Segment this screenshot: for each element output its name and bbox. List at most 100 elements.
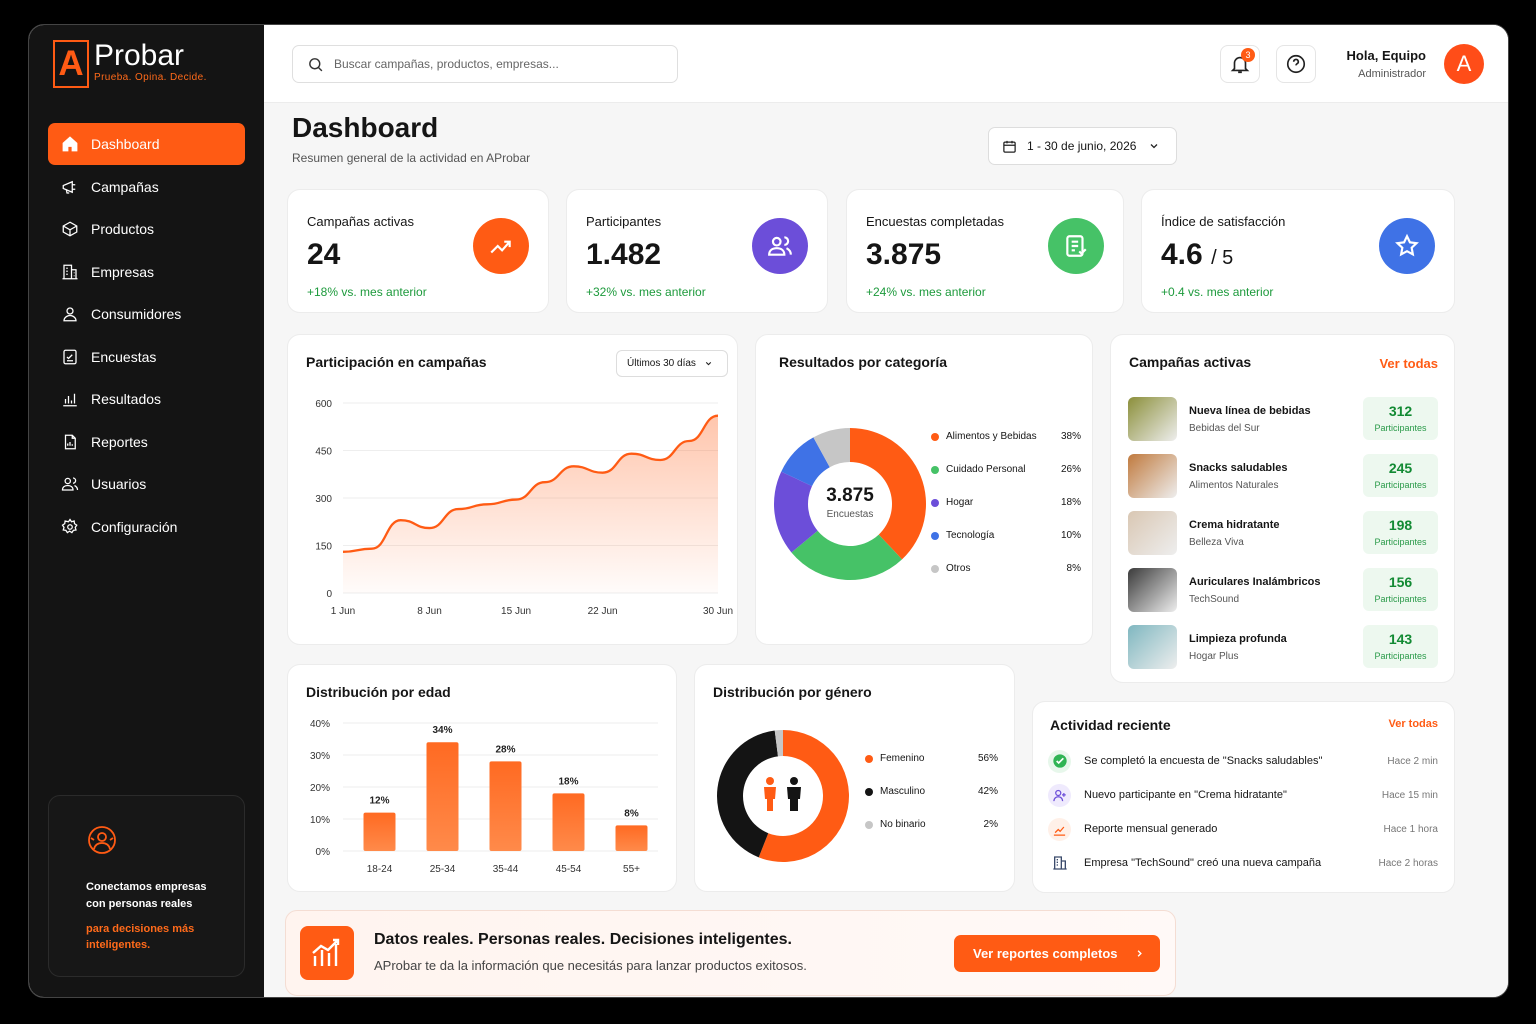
legend-swatch xyxy=(931,432,939,441)
activity-item[interactable]: Empresa "TechSound" creó una nueva campa… xyxy=(1048,849,1438,877)
campaign-item[interactable]: Limpieza profunda Hogar Plus 143 Participan… xyxy=(1128,624,1438,670)
campaign-company: Bebidas del Sur xyxy=(1189,422,1260,434)
y-tick-label: 150 xyxy=(315,542,332,553)
legend-label: Femenino xyxy=(880,753,925,764)
sidebar-item-campanas[interactable]: Campañas xyxy=(48,166,245,208)
sidebar-item-encuestas[interactable]: Encuestas xyxy=(48,336,245,378)
participants-label: Participantes xyxy=(1374,423,1427,433)
sidebar-item-usuarios[interactable]: Usuarios xyxy=(48,463,245,505)
chevron-down-icon xyxy=(1150,144,1158,149)
user-info[interactable]: Hola, Equipo Administrador xyxy=(1347,48,1426,80)
y-tick-label: 40% xyxy=(310,719,330,730)
x-tick-label: 25-34 xyxy=(430,864,456,875)
sidebar-item-label: Resultados xyxy=(91,391,162,407)
notifications-button[interactable]: 3 xyxy=(1220,45,1260,83)
community-icon xyxy=(88,826,116,854)
y-tick-label: 0% xyxy=(316,847,331,858)
card-title: Resultados por categoría xyxy=(779,354,948,370)
campaign-item[interactable]: Snacks saludables Alimentos Naturales 245 P… xyxy=(1128,453,1438,499)
participants-label: Participantes xyxy=(1374,651,1427,661)
activity-item[interactable]: Reporte mensual generado Hace 1 hora xyxy=(1048,815,1438,843)
legend-swatch xyxy=(931,465,939,474)
brand-tagline: Prueba. Opina. Decide. xyxy=(94,72,207,83)
range-select[interactable]: Últimos 30 días xyxy=(616,350,728,377)
sidebar-item-dashboard[interactable]: Dashboard xyxy=(48,123,245,165)
main-content: Buscar campañas, productos, empresas... … xyxy=(264,25,1508,997)
survey-check-icon xyxy=(1048,218,1104,274)
donut-slice xyxy=(774,730,783,757)
legend-item: Otros 8% xyxy=(931,563,1081,574)
sidebar: A Probar Prueba. Opina. Decide. Dashboar… xyxy=(29,25,264,997)
legend-label: Cuidado Personal xyxy=(946,464,1026,475)
legend-swatch xyxy=(931,531,939,540)
y-tick-label: 10% xyxy=(310,815,330,826)
campaign-item[interactable]: Auriculares Inalámbricos TechSound 156 Part… xyxy=(1128,567,1438,613)
bar-chart-icon xyxy=(63,393,77,407)
kpi-card-satisfaction[interactable]: Índice de satisfacción 4.6 / 5 +0.4 vs. … xyxy=(1141,189,1455,313)
product-thumbnail xyxy=(1128,397,1177,441)
bar xyxy=(426,742,459,851)
sidebar-item-productos[interactable]: Productos xyxy=(48,208,245,250)
donut-center-value: 3.875 xyxy=(826,485,874,506)
search-input[interactable]: Buscar campañas, productos, empresas... xyxy=(292,45,678,83)
kpi-card-participants[interactable]: Participantes 1.482 +32% vs. mes anterio… xyxy=(566,189,828,313)
sidebar-item-reportes[interactable]: Reportes xyxy=(48,421,245,463)
participants-count: 245 xyxy=(1388,460,1413,476)
kpi-label: Índice de satisfacción xyxy=(1161,214,1286,229)
bar-value-label: 8% xyxy=(624,808,639,819)
avatar[interactable]: A xyxy=(1444,44,1484,84)
legend-value: 42% xyxy=(977,786,998,797)
view-all-campaigns-link[interactable]: Ver todas xyxy=(1379,356,1438,371)
age-card: Distribución por edad 0% 10% 20% 30% 40% 12% 1… xyxy=(287,664,677,892)
banner-subtitle: AProbar te da la información que necesit… xyxy=(374,958,807,973)
kpi-value-number: 4.6 xyxy=(1161,238,1203,271)
sidebar-item-empresas[interactable]: Empresas xyxy=(48,251,245,293)
activity-text: Reporte mensual generado xyxy=(1084,823,1218,835)
donut-center-label: Encuestas xyxy=(826,509,874,520)
participants-badge: 143 Participantes xyxy=(1363,625,1438,668)
search-icon xyxy=(309,57,323,71)
campaign-name: Auriculares Inalámbricos xyxy=(1189,575,1321,588)
activity-text: Empresa "TechSound" creó una nueva campa… xyxy=(1084,857,1322,869)
sidebar-item-consumidores[interactable]: Consumidores xyxy=(48,293,245,335)
legend-value: 56% xyxy=(977,753,998,764)
legend-label: Hogar xyxy=(946,497,974,508)
kpi-card-surveys[interactable]: Encuestas completadas 3.875 +24% vs. mes… xyxy=(846,189,1124,313)
legend-label: Tecnología xyxy=(946,530,995,541)
check-circle-icon xyxy=(1048,749,1071,773)
bar xyxy=(363,812,396,851)
box-icon xyxy=(62,221,78,237)
view-all-activity-link[interactable]: Ver todas xyxy=(1388,718,1438,730)
sidebar-item-label: Productos xyxy=(91,221,155,237)
gender-donut-chart xyxy=(717,730,849,862)
legend-label: Alimentos y Bebidas xyxy=(946,431,1037,442)
sidebar-item-configuracion[interactable]: Configuración xyxy=(48,506,245,548)
date-range-picker[interactable]: 1 - 30 de junio, 2026 xyxy=(988,127,1177,165)
report-chart-icon xyxy=(1048,817,1071,841)
kpi-card-campaigns[interactable]: Campañas activas 24 +18% vs. mes anterio… xyxy=(287,189,549,313)
activity-time: Hace 2 horas xyxy=(1378,857,1438,869)
help-button[interactable] xyxy=(1276,45,1316,83)
activity-item[interactable]: Se completó la encuesta de "Snacks salud… xyxy=(1048,747,1438,775)
donut-center: 3.875 Encuestas xyxy=(800,485,900,520)
promo-text: Conectamos empresas con personas reales xyxy=(86,881,207,910)
campaign-item[interactable]: Crema hidratante Belleza Viva 198 Participa… xyxy=(1128,510,1438,556)
view-reports-button[interactable]: Ver reportes completos xyxy=(954,935,1160,972)
sidebar-item-label: Usuarios xyxy=(91,476,147,492)
kpi-delta: +32% vs. mes anterior xyxy=(586,285,706,299)
brand-logo[interactable]: A Probar Prueba. Opina. Decide. xyxy=(53,40,207,88)
legend-item: Masculino 42% xyxy=(865,786,998,797)
legend-item: Alimentos y Bebidas 38% xyxy=(931,431,1081,442)
sidebar-item-resultados[interactable]: Resultados xyxy=(48,378,245,420)
activity-text: Se completó la encuesta de "Snacks salud… xyxy=(1084,755,1323,767)
activity-item[interactable]: Nuevo participante en "Crema hidratante"… xyxy=(1048,781,1438,809)
campaign-item[interactable]: Nueva línea de bebidas Bebidas del Sur 312… xyxy=(1128,396,1438,442)
kpi-value: 4.6 / 5 xyxy=(1161,238,1233,275)
report-icon xyxy=(64,434,76,449)
legend-item: No binario 2% xyxy=(865,819,998,830)
notification-badge: 3 xyxy=(1241,48,1255,62)
bar xyxy=(615,825,648,851)
bar-value-label: 34% xyxy=(432,725,452,736)
card-title: Actividad reciente xyxy=(1050,717,1171,733)
donut-slice xyxy=(781,437,830,487)
